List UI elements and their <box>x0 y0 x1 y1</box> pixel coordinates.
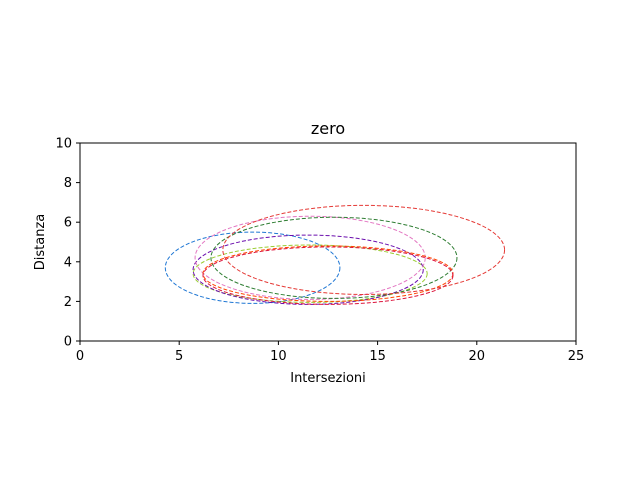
y-tick-label: 2 <box>64 295 72 310</box>
y-axis-ticks: 0 2 4 6 8 10 <box>55 137 80 350</box>
ellipse-series-1 <box>164 231 341 304</box>
y-tick-label: 8 <box>64 176 72 191</box>
ellipse-series-group <box>164 204 506 305</box>
ellipse-series-2 <box>192 244 428 303</box>
plot-frame <box>79 142 577 342</box>
x-axis-label: Intersezioni <box>290 371 366 386</box>
x-tick-label: 15 <box>369 349 386 364</box>
chart-title: zero <box>311 119 345 138</box>
ellipse-series-4 <box>194 215 426 300</box>
x-tick-label: 5 <box>175 349 183 364</box>
x-axis-ticks: 0 5 10 15 20 25 <box>76 341 584 364</box>
x-tick-label: 25 <box>568 349 585 364</box>
y-tick-label: 0 <box>64 335 72 350</box>
y-axis-label: Distanza <box>33 214 48 271</box>
y-tick-label: 6 <box>64 216 72 231</box>
x-tick-label: 20 <box>469 349 486 364</box>
y-tick-label: 10 <box>55 137 72 152</box>
ellipse-series-8 <box>222 204 506 295</box>
y-tick-label: 4 <box>64 255 72 270</box>
ellipse-series-6 <box>202 245 454 302</box>
ellipse-series-7 <box>202 246 454 305</box>
x-tick-label: 0 <box>76 349 84 364</box>
x-tick-label: 10 <box>270 349 287 364</box>
ellipse-series-5 <box>210 216 458 299</box>
